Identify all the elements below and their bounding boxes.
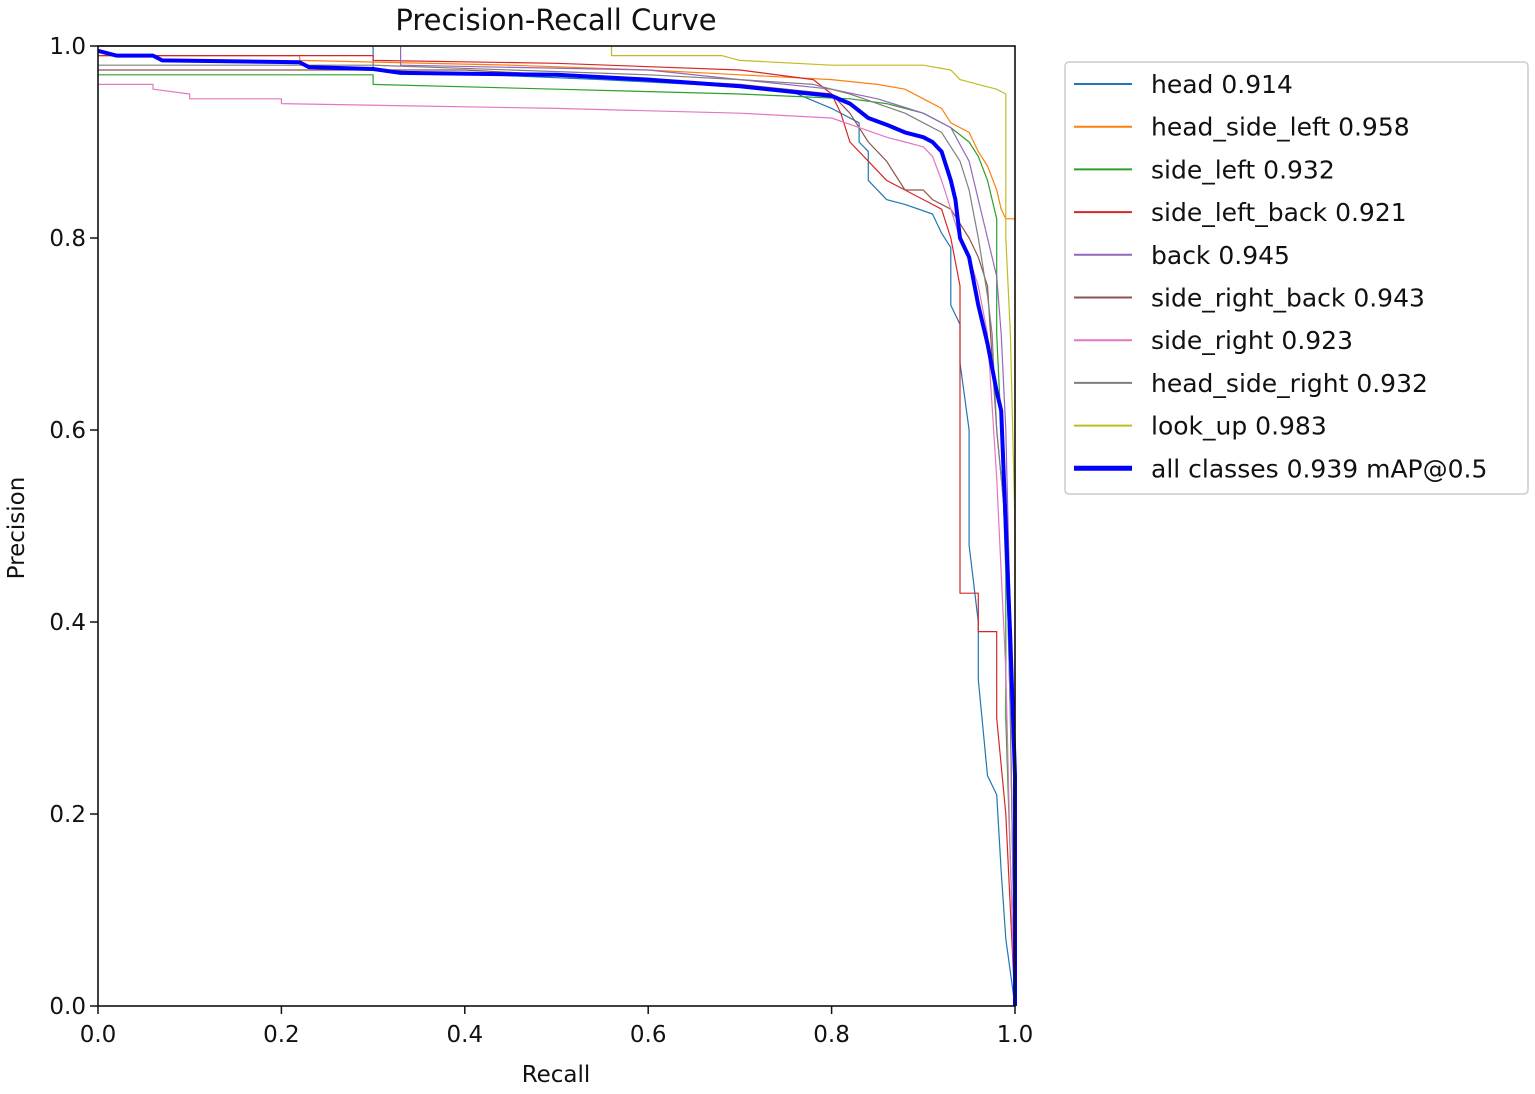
series-layer [97, 45, 1017, 1007]
legend-box [1064, 61, 1529, 495]
legend-label-2: side_left 0.932 [1151, 155, 1335, 184]
x-tick-label: 0.6 [630, 1022, 667, 1048]
x-axis-label: Recall [522, 1062, 591, 1088]
y-tick-label: 0.4 [49, 610, 86, 636]
x-tick-label: 0.2 [263, 1022, 300, 1048]
series-line-3 [98, 55, 1016, 1007]
series-line-7 [98, 64, 1016, 1007]
series-line-8 [98, 45, 1016, 1006]
legend-label-0: head 0.914 [1151, 70, 1293, 99]
y-tick-label: 1.0 [49, 34, 86, 60]
legend-label-7: head_side_right 0.932 [1151, 369, 1428, 398]
series-line-1 [98, 55, 1016, 1006]
x-tick-label: 1.0 [997, 1022, 1034, 1048]
x-tick-label: 0.8 [813, 1022, 850, 1048]
x-tick-label: 0.4 [447, 1022, 484, 1048]
legend-label-1: head_side_left 0.958 [1151, 113, 1410, 142]
y-axis-label: Precision [4, 477, 30, 580]
series-line-6 [98, 83, 1016, 1007]
x-axis: 0.0 0.2 0.4 0.6 0.8 1.0 [80, 1006, 1034, 1048]
series-line-0 [98, 45, 1016, 1007]
chart-title: Precision-Recall Curve [395, 3, 716, 37]
y-tick-label: 0.8 [49, 226, 86, 252]
y-tick-label: 0.2 [49, 802, 86, 828]
x-tick-label: 0.0 [80, 1022, 117, 1048]
legend-label-9: all classes 0.939 mAP@0.5 [1151, 454, 1487, 483]
legend: head 0.914 head_side_left 0.958 side_left … [1064, 61, 1529, 495]
y-axis: 0.0 0.2 0.4 0.6 0.8 1.0 [49, 34, 98, 1020]
plot-frame [97, 45, 1016, 1007]
legend-label-6: side_right 0.923 [1151, 326, 1353, 355]
legend-label-4: back 0.945 [1151, 241, 1290, 270]
legend-label-3: side_left_back 0.921 [1151, 198, 1407, 227]
series-line-5 [98, 69, 1016, 1007]
legend-label-8: look_up 0.983 [1151, 412, 1327, 441]
y-tick-label: 0.6 [49, 418, 86, 444]
legend-label-5: side_right_back 0.943 [1151, 284, 1425, 313]
series-line-4 [98, 45, 1016, 1006]
series-line-9 [97, 48, 1017, 1006]
series-line-2 [98, 74, 1016, 1007]
y-tick-label: 0.0 [49, 994, 86, 1020]
